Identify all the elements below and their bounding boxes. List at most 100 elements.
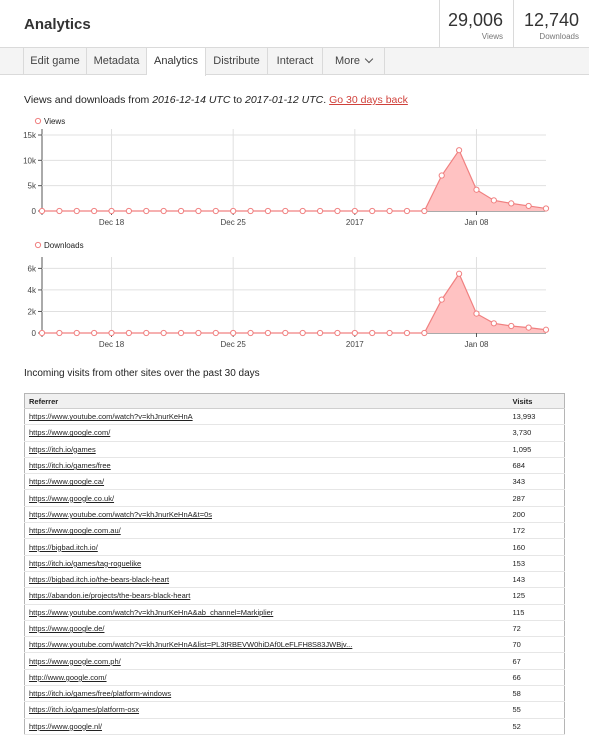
visits-cell: 70 (508, 636, 565, 654)
referrer-link[interactable]: https://www.google.de/ (29, 624, 105, 633)
data-point[interactable] (525, 324, 532, 331)
data-point[interactable] (38, 329, 46, 337)
visits-cell: 287 (508, 489, 565, 507)
referrer-cell: https://www.google.com/ (24, 424, 509, 442)
views-label: Views (481, 32, 503, 41)
tab-distribute[interactable]: Distribute (206, 48, 268, 75)
referrer-link[interactable]: https://abandon.ie/projects/the-bears-bl… (29, 591, 191, 601)
data-point[interactable] (143, 329, 150, 337)
referrer-link[interactable]: https://www.google.nl/ (29, 721, 102, 731)
table-header-row: Referrer Visits (24, 393, 565, 409)
tab-edit-game[interactable]: Edit game (23, 48, 87, 75)
data-point[interactable] (386, 207, 393, 215)
referrer-link[interactable]: https://www.google.com.au/ (29, 526, 121, 536)
data-point[interactable] (195, 329, 202, 337)
data-point[interactable] (438, 172, 445, 179)
x-tick-label: Dec 18 (99, 218, 125, 227)
data-point[interactable] (177, 207, 185, 215)
go-30-days-back-link[interactable]: Go 30 days back (329, 94, 408, 106)
data-point[interactable] (230, 329, 237, 337)
referrer-link[interactable]: https://itch.io/games/platform-osx (29, 705, 140, 715)
data-point[interactable] (264, 207, 272, 215)
data-point[interactable] (316, 329, 324, 337)
data-point[interactable] (177, 329, 185, 337)
tab-metadata[interactable]: Metadata (87, 48, 147, 75)
data-point[interactable] (212, 329, 219, 337)
referrer-link[interactable]: https://www.google.com.ph/ (29, 656, 121, 666)
data-point[interactable] (299, 329, 306, 337)
data-point[interactable] (403, 329, 411, 337)
data-point[interactable] (438, 296, 445, 303)
tab-interact[interactable]: Interact (268, 48, 323, 75)
data-point[interactable] (334, 329, 341, 337)
data-point[interactable] (73, 207, 80, 215)
x-tick-label: 2017 (346, 340, 364, 349)
data-point[interactable] (108, 207, 115, 215)
data-point[interactable] (195, 207, 202, 215)
data-point[interactable] (125, 329, 132, 337)
data-point[interactable] (160, 207, 167, 215)
data-point[interactable] (38, 207, 46, 215)
data-point[interactable] (247, 329, 254, 337)
tab-more[interactable]: More (323, 48, 385, 75)
data-point[interactable] (351, 329, 358, 337)
referrer-link[interactable]: https://www.google.co.uk/ (29, 493, 115, 503)
data-point[interactable] (473, 310, 480, 317)
referrer-link[interactable]: https://www.youtube.com/watch?v=khJnurKe… (29, 607, 274, 617)
data-point[interactable] (282, 207, 289, 215)
data-point[interactable] (369, 329, 376, 337)
data-point[interactable] (542, 205, 550, 212)
data-point[interactable] (247, 207, 254, 215)
data-point[interactable] (334, 207, 341, 215)
referrer-link[interactable]: https://bigbad.itch.io/ (29, 542, 98, 552)
referrer-link[interactable]: https://www.youtube.com/watch?v=khJnurKe… (29, 640, 353, 650)
data-point[interactable] (56, 207, 63, 215)
x-tick-label: Dec 18 (99, 340, 125, 349)
data-point[interactable] (542, 326, 550, 333)
data-point[interactable] (456, 270, 463, 277)
data-point[interactable] (73, 329, 80, 337)
referrer-link[interactable]: https://itch.io/games/free/platform-wind… (29, 689, 172, 699)
tab-analytics[interactable]: Analytics (147, 48, 206, 76)
referrer-link[interactable]: https://www.youtube.com/watch?v=khJnurKe… (29, 412, 193, 422)
data-point[interactable] (56, 329, 63, 337)
data-point[interactable] (421, 329, 428, 337)
range-middle: to (230, 94, 246, 106)
data-point[interactable] (316, 207, 324, 215)
data-point[interactable] (473, 186, 480, 193)
data-point[interactable] (108, 329, 115, 337)
data-point[interactable] (403, 207, 411, 215)
data-point[interactable] (230, 207, 237, 215)
data-point[interactable] (386, 329, 393, 337)
data-point[interactable] (299, 207, 306, 215)
data-point[interactable] (508, 322, 515, 330)
referrer-link[interactable]: https://bigbad.itch.io/the-bears-black-h… (29, 575, 170, 585)
data-point[interactable] (160, 329, 167, 337)
data-point[interactable] (91, 207, 98, 215)
data-point[interactable] (91, 329, 98, 337)
data-point[interactable] (456, 147, 463, 154)
referrer-cell: https://www.google.nl/ (24, 718, 509, 735)
tab-more-label: More (334, 55, 361, 67)
data-point[interactable] (421, 207, 428, 215)
referrer-link[interactable]: https://itch.io/games (29, 444, 96, 454)
data-point[interactable] (525, 202, 532, 210)
downloads-count: 12,740 (523, 10, 579, 30)
data-point[interactable] (143, 207, 150, 215)
data-point[interactable] (351, 207, 358, 215)
legend-label: Views (44, 117, 65, 126)
data-point[interactable] (264, 329, 272, 337)
data-point[interactable] (212, 207, 219, 215)
referrer-link[interactable]: https://www.youtube.com/watch?v=khJnurKe… (29, 509, 213, 519)
referrer-link[interactable]: https://www.google.ca/ (29, 477, 105, 487)
data-point[interactable] (490, 320, 497, 327)
referrer-link[interactable]: https://itch.io/games/free (29, 461, 111, 471)
referrer-link[interactable]: http://www.google.com/ (29, 672, 107, 682)
data-point[interactable] (125, 207, 132, 215)
data-point[interactable] (508, 200, 515, 207)
referrer-link[interactable]: https://itch.io/games/tag-roguelike (29, 558, 142, 568)
data-point[interactable] (490, 197, 497, 204)
data-point[interactable] (282, 329, 289, 337)
referrer-link[interactable]: https://www.google.com/ (29, 428, 111, 438)
data-point[interactable] (369, 207, 376, 215)
